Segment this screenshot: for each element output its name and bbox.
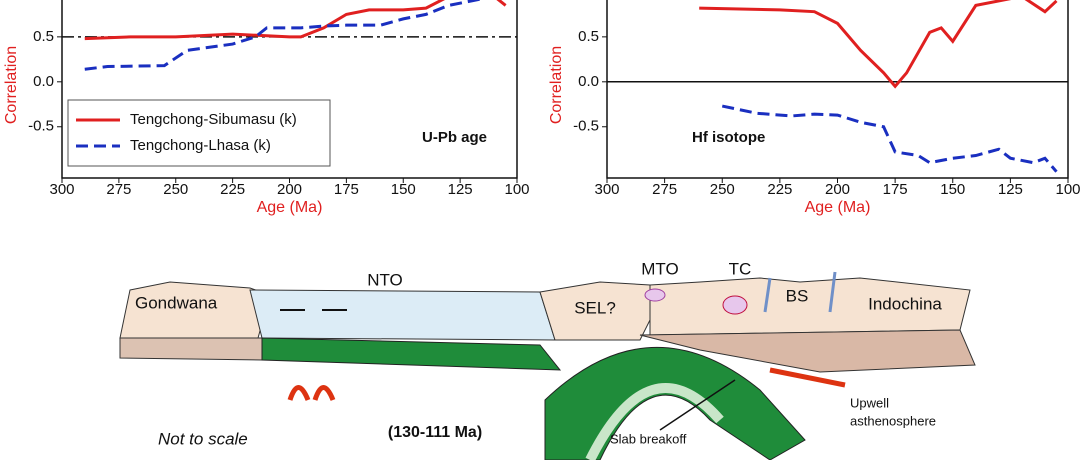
label: SEL? — [574, 298, 616, 317]
slab — [261, 337, 562, 371]
label: Slab breakoff — [610, 431, 687, 446]
pluton — [644, 288, 666, 302]
chart: -0.5 0.0 0.5 300 275 250 225 200 175 150 125 100 Age… — [3, 0, 530, 216]
x-tick-label: 200 — [277, 181, 302, 198]
x-tick-label: 200 — [825, 181, 850, 198]
x-tick-label: 225 — [220, 181, 245, 198]
chart: -0.5 0.0 0.5 300 275 250 225 200 175 150 125 100 Age… — [548, 0, 1080, 216]
y-axis-label: Correlation — [548, 46, 565, 124]
y-tick-label: 0.0 — [33, 73, 54, 90]
series-group — [84, 0, 507, 71]
crust — [639, 329, 976, 373]
legend-label: Tengchong-Lhasa (k) — [130, 137, 271, 154]
x-tick-label: 275 — [106, 181, 131, 198]
convection — [287, 385, 336, 401]
x-tick-label: 300 — [594, 181, 619, 198]
x-axis-label: Age (Ma) — [805, 199, 871, 216]
x-tick-label: 275 — [652, 181, 677, 198]
slab-inner — [585, 383, 724, 460]
x-tick-label: 125 — [998, 181, 1023, 198]
label: Not to scale — [158, 429, 248, 448]
x-tick-label: 300 — [49, 181, 74, 198]
x-tick-label: 100 — [1055, 181, 1080, 198]
annotation: Hf isotope — [692, 129, 765, 146]
label: TC — [729, 259, 752, 278]
label: Upwell — [850, 395, 889, 410]
x-tick-label: 175 — [334, 181, 359, 198]
y-tick-label: 0.0 — [578, 73, 599, 90]
y-tick-label: -0.5 — [573, 118, 599, 135]
plot-frame — [606, 0, 1069, 179]
label: NTO — [367, 270, 403, 289]
line-series — [84, 0, 507, 41]
x-tick-label: 250 — [163, 181, 188, 198]
y-tick-label: 0.5 — [578, 28, 599, 45]
y-axis-label: Correlation — [3, 46, 20, 124]
y-tick-label: -0.5 — [28, 118, 54, 135]
x-tick-label: 150 — [391, 181, 416, 198]
line-series — [84, 0, 484, 71]
suture — [763, 277, 772, 313]
ocean — [249, 289, 556, 341]
label: MTO — [641, 259, 678, 278]
line-series — [699, 0, 1058, 89]
x-axis-label: Age (Ma) — [257, 199, 323, 216]
suture — [828, 271, 837, 313]
label: Indochina — [868, 294, 942, 313]
x-tick-label: 250 — [710, 181, 735, 198]
crust — [119, 337, 263, 361]
pointer — [659, 379, 736, 431]
legend-label: Tengchong-Sibumasu (k) — [130, 111, 297, 128]
x-tick-label: 225 — [767, 181, 792, 198]
label: BS — [786, 286, 809, 305]
label: Gondwana — [135, 293, 218, 312]
line-series — [721, 104, 1058, 173]
y-tick-label: 0.5 — [33, 28, 54, 45]
diagram: Gondwana NTO MTO TC BS SEL? Indochina (1… — [119, 259, 976, 460]
pluton — [722, 295, 748, 315]
x-tick-label: 150 — [940, 181, 965, 198]
label: asthenosphere — [850, 413, 936, 428]
upwell-arrow — [769, 367, 846, 388]
x-tick-label: 175 — [883, 181, 908, 198]
legend-box — [67, 99, 331, 167]
series-group — [699, 0, 1058, 173]
x-tick-label: 125 — [448, 181, 473, 198]
x-tick-label: 100 — [504, 181, 529, 198]
annotation: U-Pb age — [422, 129, 487, 146]
label: (130-111 Ma) — [388, 424, 482, 441]
